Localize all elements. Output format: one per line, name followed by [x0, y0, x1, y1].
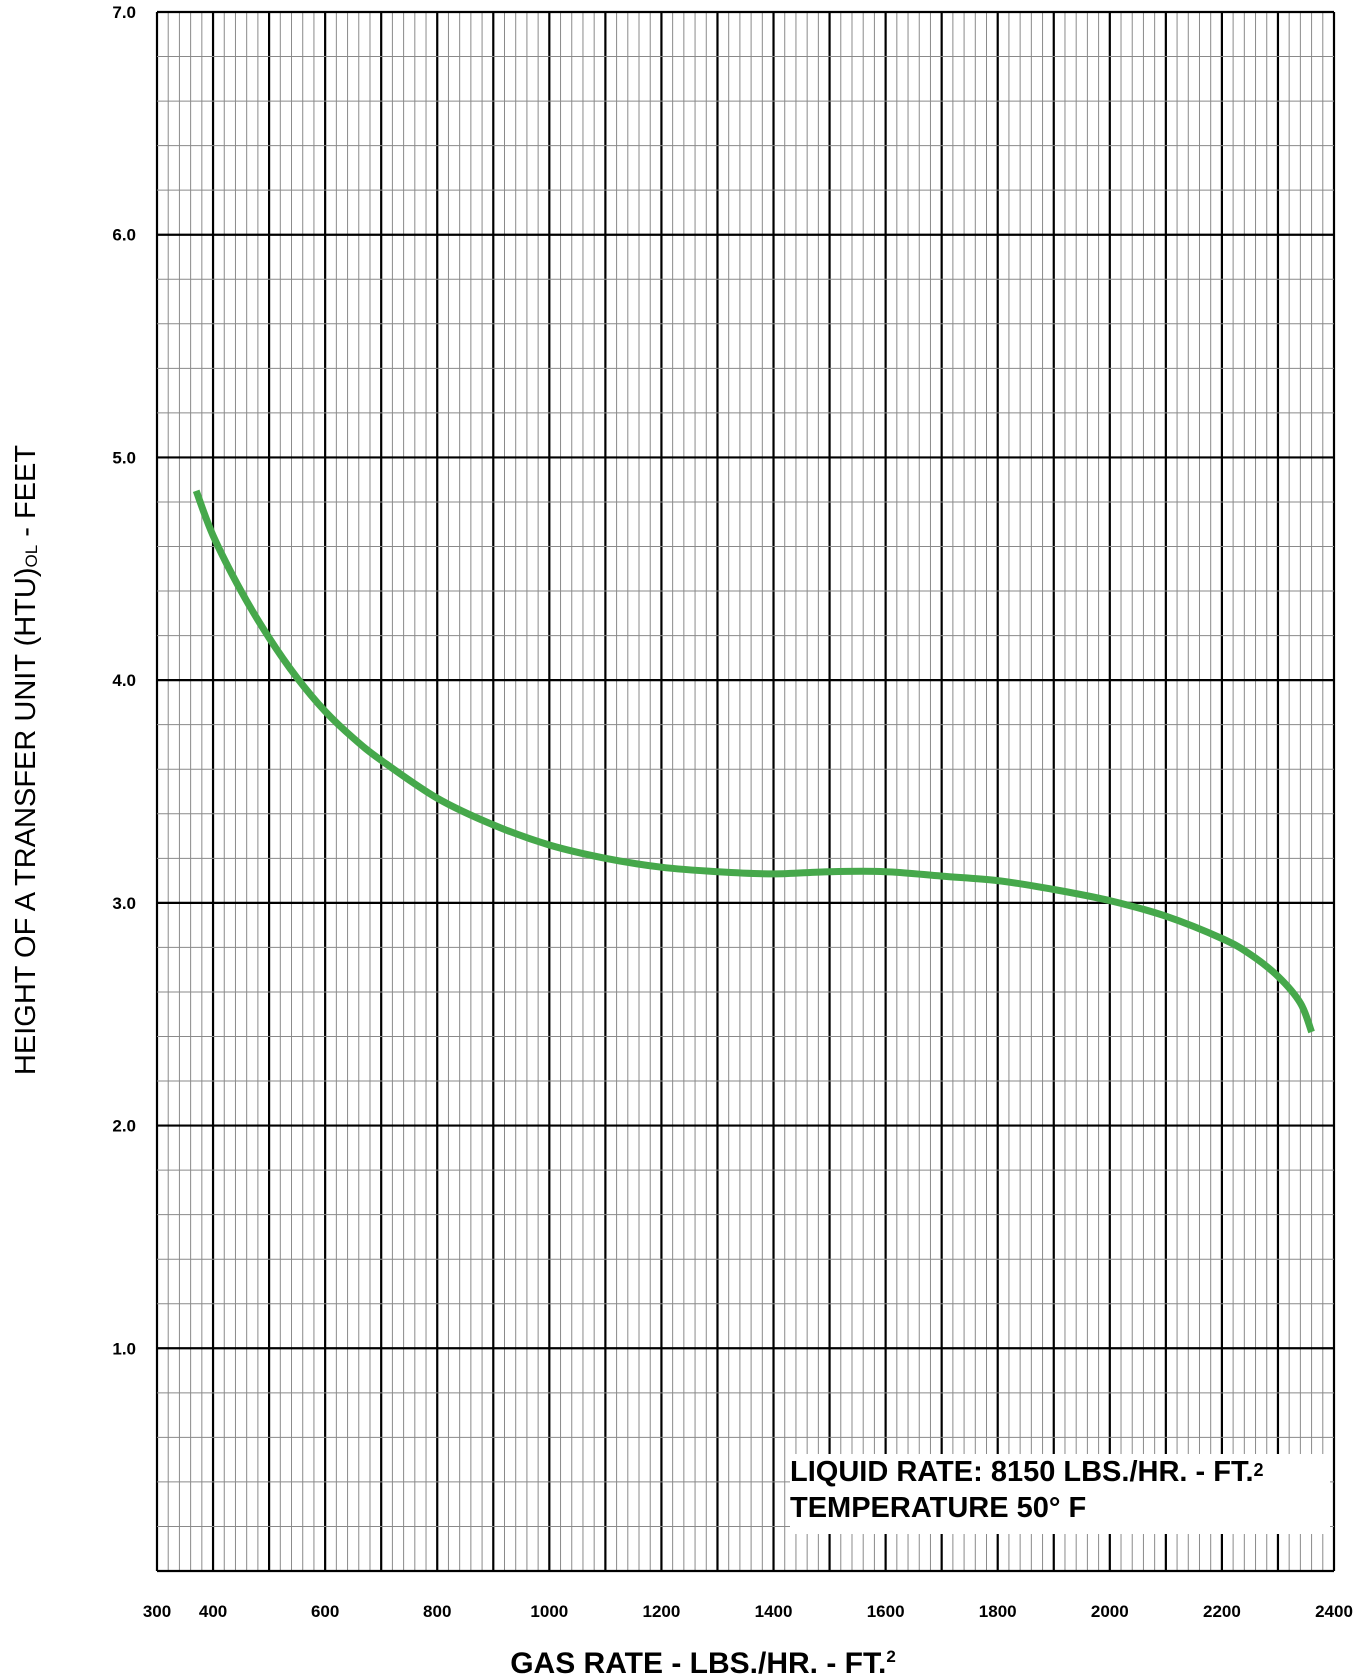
x-axis-title: GAS RATE - LBS./HR. - FT.2	[510, 1647, 896, 1680]
y-tick-label: 5.0	[112, 448, 136, 467]
x-tick-label: 400	[199, 1602, 227, 1621]
x-tick-label: 2400	[1315, 1602, 1353, 1621]
temperature-label: TEMPERATURE 50° F	[790, 1492, 1087, 1524]
x-tick-label: 1000	[530, 1602, 568, 1621]
y-tick-label: 2.0	[112, 1117, 136, 1136]
y-tick-label: 6.0	[112, 226, 136, 245]
y-tick-label: 3.0	[112, 894, 136, 913]
conditions-note: LIQUID RATE: 8150 LBS./HR. - FT.2 TEMPER…	[790, 1454, 1330, 1534]
x-tick-label: 1600	[867, 1602, 905, 1621]
x-tick-label: 800	[423, 1602, 451, 1621]
x-axis-ticks: 300 400 600 800 1000 1200 1400 1600 1800 2000 2200…	[143, 1602, 1353, 1621]
liquid-rate-label: LIQUID RATE: 8150 LBS./HR. - FT.2	[790, 1456, 1264, 1488]
y-axis-ticks: 1.0 2.0 3.0 4.0 5.0 6.0 7.0	[112, 3, 136, 1358]
x-tick-label: 1800	[979, 1602, 1017, 1621]
grid	[155, 10, 1336, 1573]
series-line	[192, 489, 1315, 1034]
y-tick-label: 7.0	[112, 3, 136, 22]
y-axis-title: HEIGHT OF A TRANSFER UNIT (HTU)OL - FEET	[10, 445, 42, 1075]
x-tick-label: 600	[311, 1602, 339, 1621]
y-tick-label: 1.0	[112, 1339, 136, 1358]
x-tick-label: 300	[143, 1602, 171, 1621]
series-group	[192, 489, 1315, 1034]
x-tick-label: 1400	[755, 1602, 793, 1621]
x-tick-label: 2000	[1091, 1602, 1129, 1621]
x-tick-label: 1200	[643, 1602, 681, 1621]
x-tick-label: 2200	[1203, 1602, 1241, 1621]
y-tick-label: 4.0	[112, 671, 136, 690]
